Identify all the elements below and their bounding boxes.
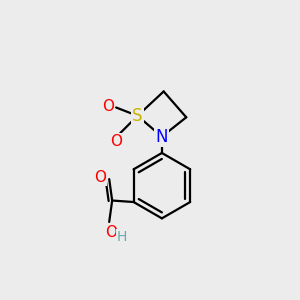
Text: S: S	[132, 107, 143, 125]
Text: O: O	[94, 170, 106, 185]
Text: N: N	[156, 128, 168, 146]
Text: O: O	[105, 225, 117, 240]
Text: H: H	[116, 230, 127, 244]
Text: O: O	[102, 98, 114, 113]
Text: O: O	[110, 134, 122, 149]
